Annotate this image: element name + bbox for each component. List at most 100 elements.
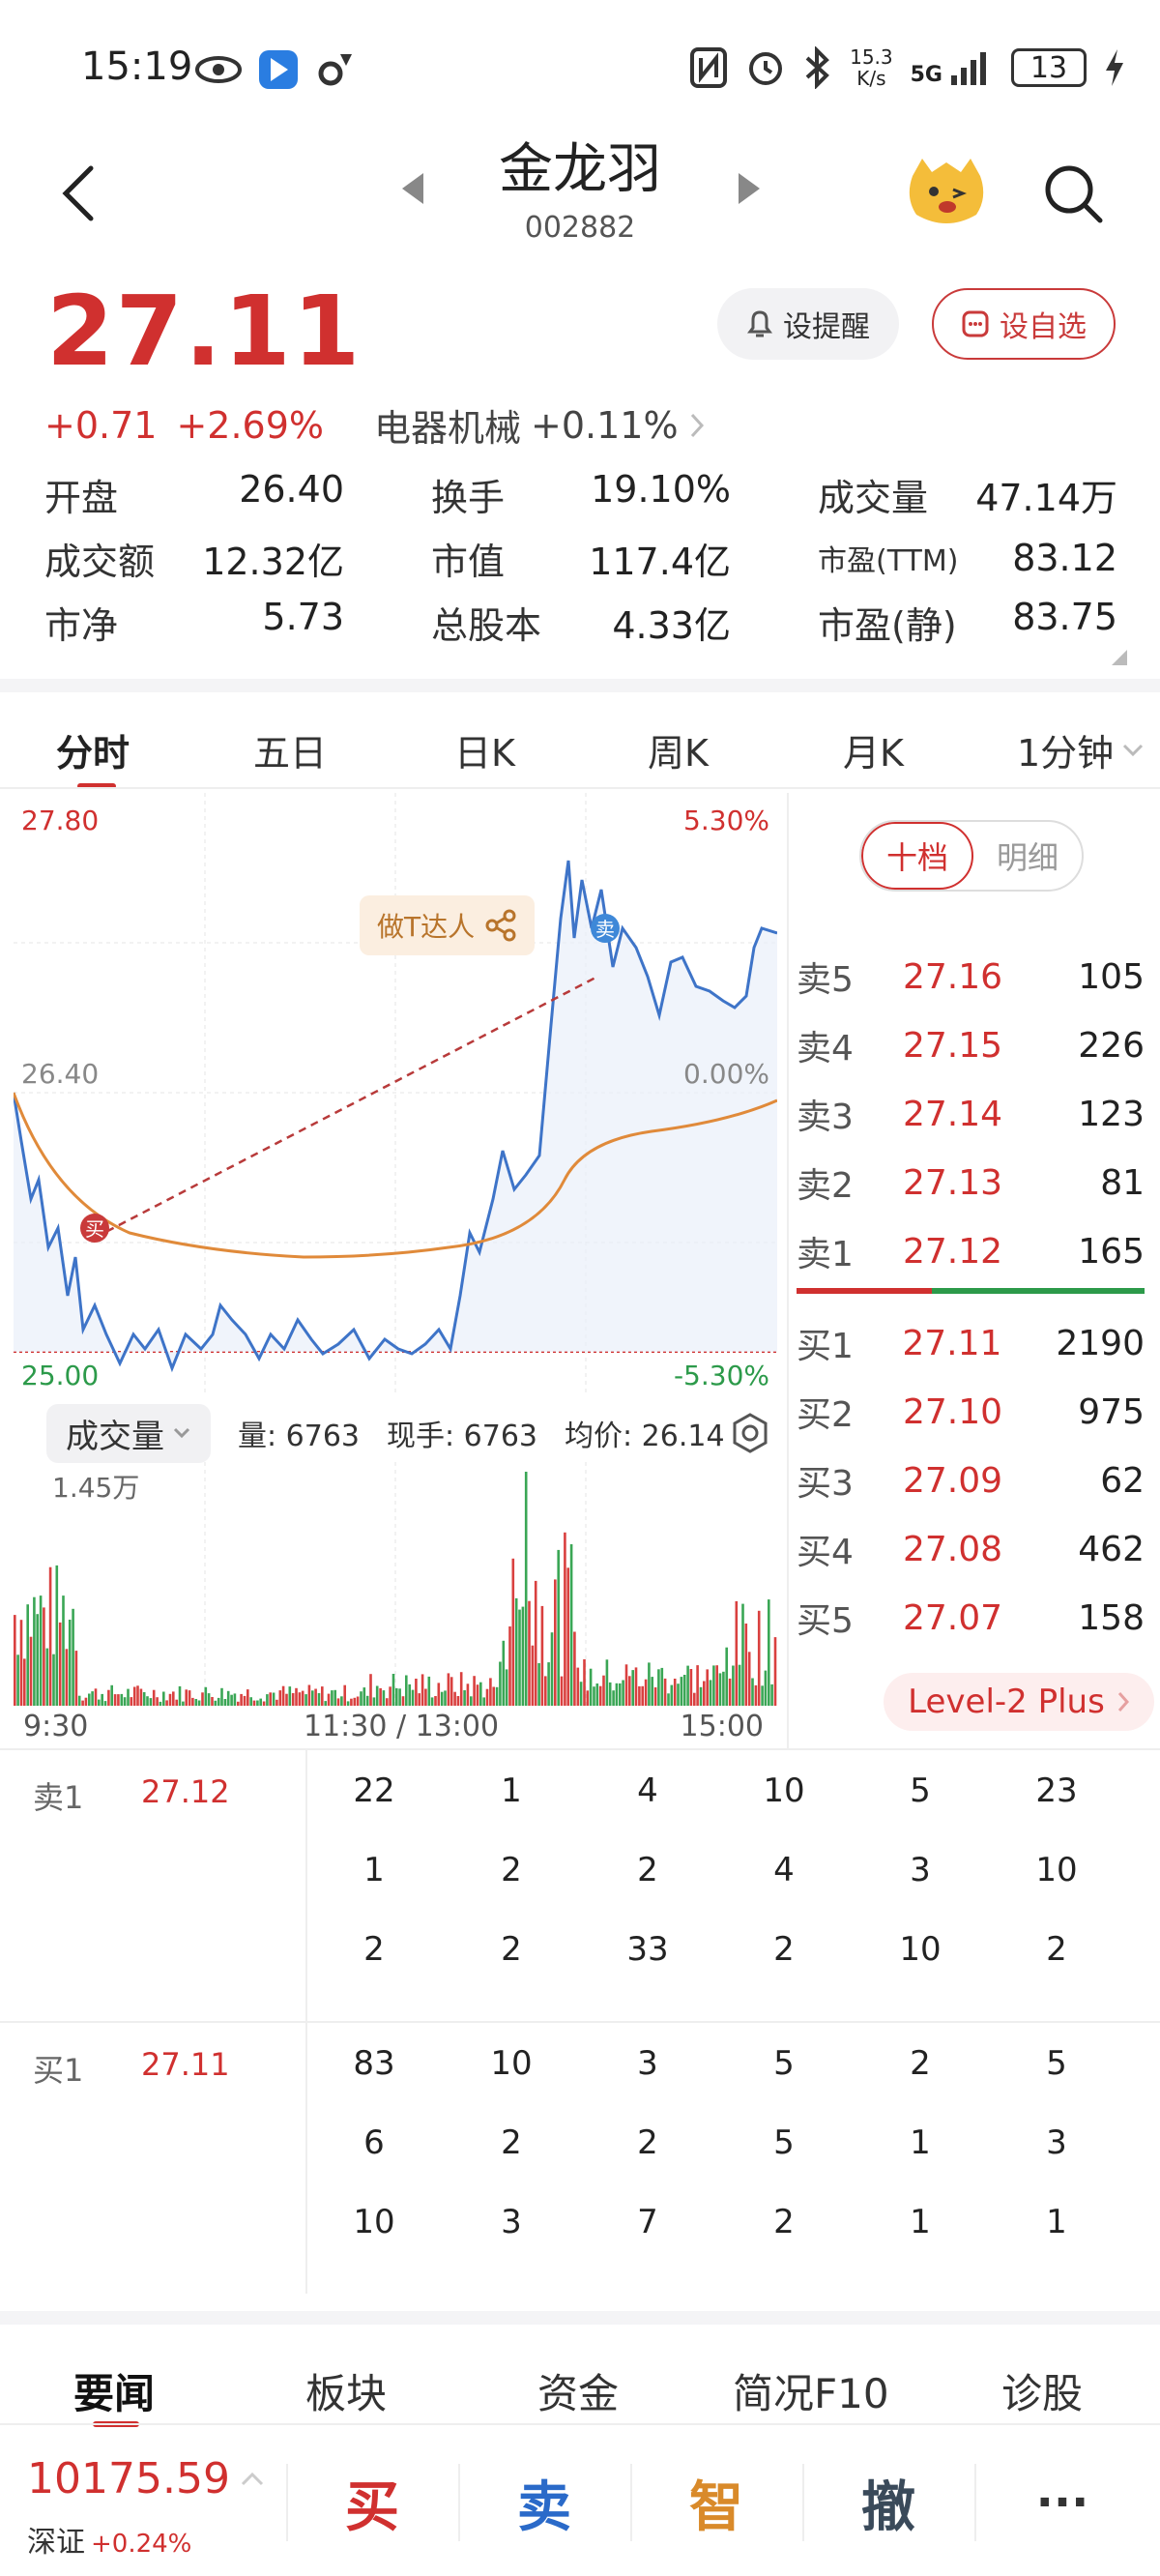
price-change-pct: +2.69% (176, 403, 325, 447)
volume-bar (434, 1696, 437, 1706)
volume-bar (537, 1663, 540, 1706)
signal-bars-icon (951, 52, 986, 85)
volume-qty: 量: 6763 (238, 1420, 360, 1453)
mascot-icon[interactable] (903, 155, 990, 228)
settings-icon[interactable] (729, 1412, 771, 1454)
volume-bar (768, 1599, 770, 1706)
volume-indicator-select[interactable]: 成交量 (46, 1403, 211, 1463)
volume-bar (94, 1688, 98, 1706)
buy-button[interactable]: 买 (345, 2475, 399, 2539)
next-stock-icon[interactable] (735, 169, 764, 208)
t-trader-badge[interactable]: 做T达人 (360, 895, 536, 955)
net-speed-value: 15.3 (850, 45, 893, 69)
tab-weekly-k[interactable]: 周K (648, 732, 709, 775)
tab-diagnose[interactable]: 诊股 (1001, 2370, 1084, 2417)
industry-link[interactable]: 电器机械 +0.11% (374, 398, 706, 452)
tab-intraday[interactable]: 分时 (56, 732, 130, 775)
volume-bar (615, 1683, 619, 1706)
stat-total-shares: 总股本 4.33亿 (431, 603, 731, 647)
more-button[interactable]: ··· (1035, 2475, 1089, 2530)
search-icon[interactable] (1040, 161, 1106, 226)
queue-order-size: 3 (1046, 2123, 1067, 2162)
volume-bar (653, 1687, 657, 1706)
volume-bar (528, 1600, 531, 1706)
watchlist-icon (962, 310, 989, 337)
volume-bar (146, 1696, 149, 1706)
volume-bar (52, 1654, 55, 1706)
volume-bar (304, 1694, 307, 1706)
tab-five-day[interactable]: 五日 (253, 732, 328, 775)
volume-bar (712, 1665, 715, 1706)
prev-stock-icon[interactable] (398, 169, 427, 208)
queue-order-size: 1 (363, 1851, 385, 1889)
volume-bar (459, 1672, 463, 1706)
volume-bar (249, 1697, 252, 1706)
add-watchlist-button[interactable]: 设自选 (932, 288, 1116, 360)
volume-bar (259, 1698, 262, 1706)
tab-ten-level[interactable]: 十档 (861, 822, 973, 890)
volume-bar (120, 1693, 124, 1706)
charging-icon (1106, 49, 1123, 86)
set-alert-button[interactable]: 设提醒 (717, 288, 899, 360)
level2-plus-button[interactable]: Level-2 Plus (884, 1673, 1154, 1731)
volume-bar (55, 1565, 59, 1706)
volume-bar (62, 1595, 65, 1706)
volume-bar (185, 1689, 188, 1706)
volume-bar (534, 1580, 537, 1706)
bid-queue: 买1 27.11 83 10 3 5 2 5 6 2 2 5 1 3 10 3 7 2 1 1 (0, 2023, 1160, 2294)
back-icon[interactable] (48, 155, 106, 232)
volume-bar (117, 1694, 120, 1706)
volume-bar (718, 1673, 722, 1706)
volume-bar (237, 1701, 240, 1706)
volume-bar (295, 1687, 298, 1706)
tab-sector[interactable]: 板块 (305, 2370, 388, 2417)
buy-marker-icon[interactable] (80, 1214, 109, 1243)
bid-row: 买5 27.07 158 (797, 1597, 1145, 1642)
queue-order-size: 33 (626, 1930, 669, 1969)
volume-bar (201, 1692, 204, 1706)
volume-bar (741, 1603, 744, 1706)
volume-bar (677, 1683, 680, 1706)
volume-header: 成交量 量: 6763 现手: 6763 均价: 26.14 (14, 1403, 777, 1463)
volume-chart[interactable]: 1.45万 (14, 1462, 777, 1706)
volume-bar (223, 1699, 227, 1706)
current-price: 27.11 (46, 275, 362, 388)
cancel-order-button[interactable]: 撤 (861, 2475, 915, 2539)
volume-bar (398, 1688, 401, 1706)
intraday-chart-svg: 买 卖 27.80 26.40 25.00 5.30% 0.00% -5.30% (12, 793, 778, 1412)
volume-bar (408, 1683, 411, 1706)
volume-bar (336, 1698, 340, 1706)
volume-bar (544, 1676, 547, 1706)
volume-bar (252, 1700, 256, 1706)
volume-max-label: 1.45万 (52, 1472, 139, 1504)
tab-detail[interactable]: 明细 (996, 839, 1058, 876)
smart-trade-button[interactable]: 智 (689, 2475, 743, 2539)
volume-bar (19, 1620, 23, 1706)
sell-marker-icon[interactable] (591, 914, 620, 943)
sell-button[interactable]: 卖 (517, 2475, 571, 2539)
volume-bar (505, 1669, 508, 1706)
time-mid: 11:30 / 13:00 (304, 1710, 500, 1743)
volume-bar (369, 1674, 372, 1706)
intraday-chart[interactable]: 买 卖 27.80 26.40 25.00 5.30% 0.00% -5.30%… (12, 793, 778, 1412)
stock-name: 金龙羽 (499, 138, 661, 201)
volume-bar (165, 1700, 168, 1706)
queue-order-size: 1 (910, 2123, 931, 2162)
tab-f10[interactable]: 简况F10 (733, 2370, 889, 2417)
volume-bar (256, 1700, 259, 1706)
volume-bar (266, 1694, 269, 1706)
volume-bar (608, 1682, 612, 1706)
bid-row: 买4 27.08 462 (797, 1529, 1145, 1573)
bid-row: 买2 27.10 975 (797, 1391, 1145, 1436)
tab-funds[interactable]: 资金 (537, 2370, 620, 2417)
volume-bar (39, 1595, 43, 1706)
expand-corner-icon[interactable] (1110, 648, 1129, 667)
volume-bar (379, 1687, 382, 1706)
volume-bar (735, 1600, 739, 1706)
queue-order-size: 2 (773, 2203, 795, 2241)
tab-daily-k[interactable]: 日K (454, 732, 515, 775)
tab-news[interactable]: 要闻 (73, 2370, 156, 2417)
tab-monthly-k[interactable]: 月K (843, 732, 904, 775)
tab-one-minute[interactable]: 1分钟 (1017, 723, 1145, 776)
index-change: +0.24% (91, 2530, 192, 2559)
